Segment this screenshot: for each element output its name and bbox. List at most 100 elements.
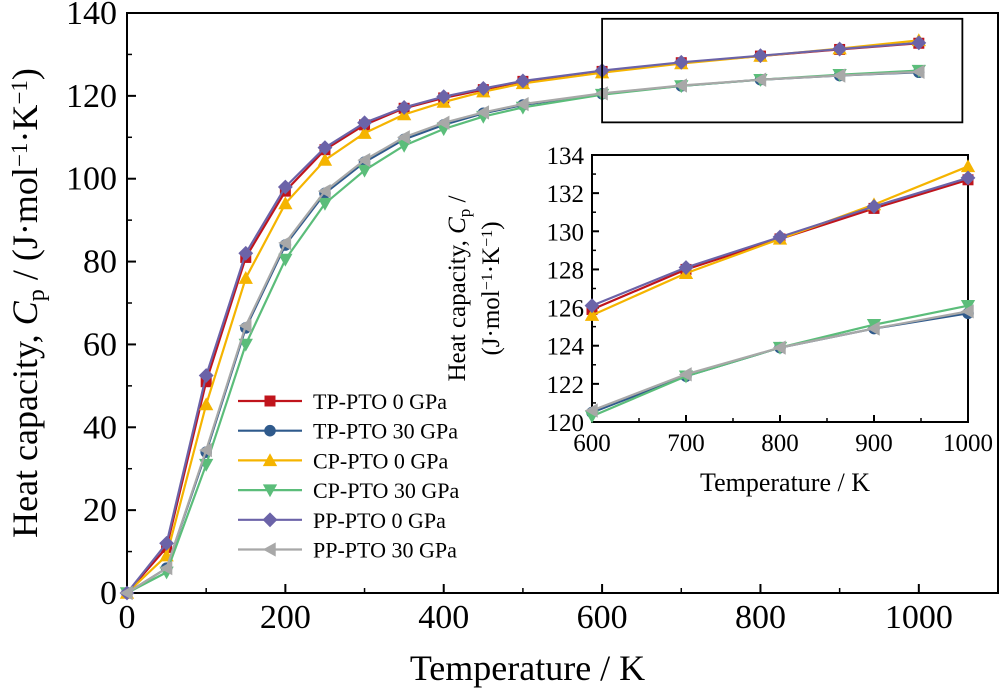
inset-x-tick-label: 800 (761, 430, 799, 457)
legend-entry: TP-PTO 30 GPa (238, 419, 458, 444)
inset-series-tp-pto-0-gpa (586, 174, 974, 315)
inset-data-point (772, 340, 786, 355)
series-line (126, 70, 919, 594)
inset-y-tick-label: 122 (547, 372, 585, 399)
data-point (357, 164, 372, 178)
legend-entry: CP-PTO 0 GPa (238, 448, 449, 473)
legend-marker (262, 542, 276, 557)
inset-x-tick-label: 700 (667, 430, 705, 457)
data-point (911, 35, 927, 51)
data-point (198, 368, 214, 383)
y-tick-label: 0 (100, 575, 117, 612)
y-tick-label: 40 (83, 409, 117, 446)
x-tick-label: 400 (418, 599, 469, 636)
inset-data-point (960, 304, 974, 319)
data-point (238, 245, 254, 261)
zoom-region-box (601, 17, 964, 124)
data-point (832, 68, 846, 83)
inset-y-axis-title: Heat capacity, Cp / (444, 195, 474, 381)
data-point (674, 78, 687, 93)
legend-label: CP-PTO 0 GPa (313, 448, 449, 473)
inset-data-point (866, 199, 882, 214)
inset-data-point (678, 260, 694, 275)
series-pp-pto-30-gpa (119, 64, 925, 601)
data-point (199, 397, 214, 411)
data-point (476, 105, 490, 120)
inset-series-pp-pto-30-gpa (584, 304, 974, 418)
inset-y-axis-title-units: (J·mol−1·K−1) (478, 221, 505, 355)
inset-y-tick-label: 130 (547, 219, 585, 246)
legend-entry: PP-PTO 0 GPa (238, 508, 446, 533)
legend: TP-PTO 0 GPa TP-PTO 30 GPa CP-PTO 0 GPa CP-… (238, 389, 460, 563)
y-axis-title-group: Heat capacity, Cp / (J·mol−1·K−1) (5, 68, 50, 538)
inset-data-point (584, 308, 600, 321)
y-tick-label: 100 (66, 161, 117, 198)
x-tick-label: 600 (577, 599, 628, 636)
y-axis-title: Heat capacity, Cp / (J·mol−1·K−1) (5, 68, 50, 538)
data-point (238, 270, 253, 284)
series-line (126, 41, 919, 594)
y-tick-label: 120 (66, 78, 117, 115)
legend-entry: TP-PTO 0 GPa (238, 389, 447, 414)
data-point (119, 585, 133, 601)
legend-marker (262, 484, 278, 498)
y-tick-label: 20 (83, 492, 117, 529)
data-point (317, 183, 331, 199)
data-point (199, 442, 212, 458)
y-tick-label: 140 (66, 0, 117, 32)
inset-y-tick-label: 126 (547, 296, 585, 323)
data-point (753, 48, 768, 64)
data-point (357, 152, 371, 168)
series-cp-pto-0-gpa (119, 33, 926, 599)
inset-data-point (960, 170, 976, 186)
x-tick-label: 800 (735, 599, 786, 636)
data-point (673, 54, 689, 70)
data-point (159, 560, 173, 576)
zoom-rectangle (601, 17, 964, 124)
inset-series-tp-pto-30-gpa (586, 307, 974, 419)
inset-data-point (772, 229, 788, 245)
inset-series-pp-pto-0-gpa (584, 170, 976, 314)
inset-y-tick-label: 134 (547, 143, 585, 170)
data-point (753, 72, 767, 87)
inset-y-axis-title-group: Heat capacity, Cp / (444, 195, 474, 381)
data-point (396, 100, 412, 115)
inset-y-axis-title-group-2: (J·mol−1·K−1) (478, 221, 505, 355)
y-tick-label: 60 (83, 326, 117, 363)
x-axis-title: Temperature / K (410, 648, 645, 688)
data-point (278, 253, 293, 267)
inset-data-point (960, 159, 976, 173)
data-point (278, 196, 293, 210)
legend-marker (264, 395, 276, 407)
inset-series-line (591, 310, 969, 412)
inset-x-tick-label: 600 (573, 430, 611, 457)
data-point (277, 179, 293, 195)
data-point (159, 535, 175, 551)
inset-y-tick-label: 120 (547, 410, 585, 437)
inset-data-point (678, 367, 692, 382)
inset-y-tick-label: 132 (547, 181, 585, 208)
legend-label: TP-PTO 30 GPa (313, 419, 458, 444)
data-point (357, 125, 372, 139)
inset-x-tick-label: 900 (855, 430, 893, 457)
inset-y-tick-label: 124 (547, 334, 585, 361)
y-tick-label: 80 (83, 244, 117, 281)
data-point (238, 318, 252, 333)
data-point (436, 115, 450, 130)
data-point (515, 73, 531, 89)
main-plot: 0 200 400 600 800 1000 0 20 40 60 80 100 120 140 Tempe… (5, 0, 999, 688)
legend-label: PP-PTO 30 GPa (313, 538, 457, 563)
inset-x-tick-label: 1000 (943, 430, 993, 457)
legend-entry: PP-PTO 30 GPa (238, 538, 457, 563)
data-point (357, 115, 372, 131)
inset-series-line (591, 312, 969, 414)
data-point (396, 130, 410, 145)
data-point (278, 235, 292, 251)
data-point (832, 41, 848, 57)
legend-label: CP-PTO 30 GPa (313, 478, 460, 503)
legend-label: PP-PTO 0 GPa (313, 508, 446, 533)
legend-marker (262, 512, 278, 528)
legend-entry: CP-PTO 30 GPa (238, 478, 460, 503)
inset-data-point (584, 298, 600, 314)
